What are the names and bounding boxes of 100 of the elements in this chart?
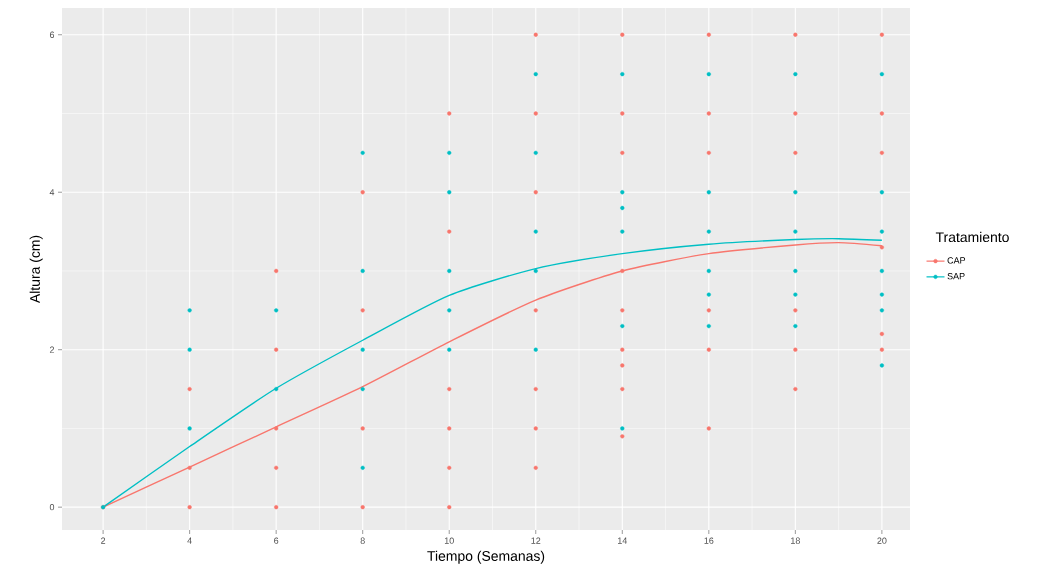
point bbox=[879, 292, 884, 297]
point bbox=[187, 347, 192, 352]
point bbox=[360, 426, 365, 431]
point bbox=[793, 268, 798, 274]
point bbox=[879, 111, 884, 116]
point bbox=[706, 32, 711, 37]
point bbox=[793, 323, 798, 329]
point bbox=[620, 426, 625, 431]
point bbox=[533, 150, 538, 155]
point bbox=[447, 150, 452, 155]
legend-label: SAP bbox=[947, 272, 965, 280]
point bbox=[447, 190, 452, 195]
x-tick-label: 4 bbox=[187, 537, 192, 544]
point bbox=[793, 32, 798, 37]
x-axis-title: Tiempo (Semanas) bbox=[427, 550, 545, 564]
point bbox=[274, 505, 279, 510]
point bbox=[793, 386, 798, 392]
point bbox=[706, 268, 711, 274]
point bbox=[447, 386, 452, 392]
point bbox=[706, 323, 711, 329]
x-tick-label: 10 bbox=[444, 537, 454, 544]
point bbox=[620, 323, 625, 329]
x-tick-label: 16 bbox=[704, 537, 714, 544]
point bbox=[793, 229, 798, 234]
point bbox=[360, 150, 365, 155]
point bbox=[360, 505, 365, 510]
y-tick-label: 6 bbox=[49, 31, 55, 38]
point bbox=[706, 150, 711, 155]
y-tick-label: 2 bbox=[49, 346, 55, 353]
point bbox=[447, 426, 452, 431]
point bbox=[620, 72, 625, 77]
point bbox=[274, 426, 279, 431]
point bbox=[533, 111, 538, 116]
point bbox=[447, 347, 452, 352]
point bbox=[706, 190, 711, 195]
point bbox=[360, 308, 365, 313]
point bbox=[706, 292, 711, 297]
point bbox=[620, 150, 625, 155]
point bbox=[879, 245, 884, 250]
legend-title: Tratamiento bbox=[935, 231, 1009, 243]
point bbox=[706, 72, 711, 77]
point bbox=[620, 347, 625, 352]
legend-label: CAP bbox=[947, 257, 966, 264]
point bbox=[274, 308, 279, 313]
x-tick-label: 8 bbox=[360, 537, 365, 544]
point bbox=[187, 465, 192, 470]
point bbox=[274, 465, 279, 470]
point bbox=[793, 190, 798, 195]
point bbox=[533, 268, 538, 274]
point bbox=[620, 32, 625, 37]
y-tick-label: 4 bbox=[49, 189, 55, 196]
point bbox=[447, 505, 452, 510]
point bbox=[533, 190, 538, 195]
point bbox=[533, 72, 538, 77]
point bbox=[706, 229, 711, 234]
y-axis-title: Altura (cm) bbox=[29, 235, 43, 304]
point bbox=[187, 308, 192, 313]
point bbox=[360, 268, 365, 274]
point bbox=[879, 32, 884, 37]
point bbox=[620, 205, 625, 211]
point bbox=[620, 386, 625, 392]
point bbox=[447, 465, 452, 470]
point bbox=[533, 347, 538, 352]
point bbox=[793, 347, 798, 352]
point bbox=[360, 347, 365, 352]
x-tick-label: 18 bbox=[791, 537, 800, 544]
point bbox=[706, 426, 711, 431]
x-tick-label: 6 bbox=[274, 537, 279, 544]
point bbox=[360, 386, 365, 392]
point bbox=[533, 229, 538, 234]
point bbox=[447, 308, 452, 313]
point bbox=[706, 347, 711, 352]
point bbox=[620, 434, 625, 439]
x-tick-label: 2 bbox=[101, 537, 106, 544]
point bbox=[620, 268, 625, 274]
point bbox=[620, 308, 625, 313]
point bbox=[620, 190, 625, 195]
point bbox=[533, 465, 538, 470]
point bbox=[879, 268, 884, 274]
point bbox=[879, 347, 884, 352]
point bbox=[620, 363, 625, 368]
point bbox=[274, 386, 279, 392]
point bbox=[879, 150, 884, 155]
y-tick-label: 0 bbox=[49, 503, 55, 511]
point bbox=[706, 308, 711, 313]
point bbox=[793, 292, 798, 297]
point bbox=[879, 190, 884, 195]
point bbox=[879, 72, 884, 77]
point bbox=[187, 386, 192, 392]
point bbox=[187, 426, 192, 431]
point bbox=[533, 426, 538, 431]
point bbox=[447, 229, 452, 234]
point bbox=[620, 229, 625, 234]
x-tick-label: 14 bbox=[617, 537, 628, 544]
point bbox=[533, 386, 538, 392]
point bbox=[793, 72, 798, 77]
point bbox=[793, 111, 798, 116]
point bbox=[360, 465, 365, 470]
point bbox=[533, 32, 538, 37]
point bbox=[620, 111, 625, 116]
